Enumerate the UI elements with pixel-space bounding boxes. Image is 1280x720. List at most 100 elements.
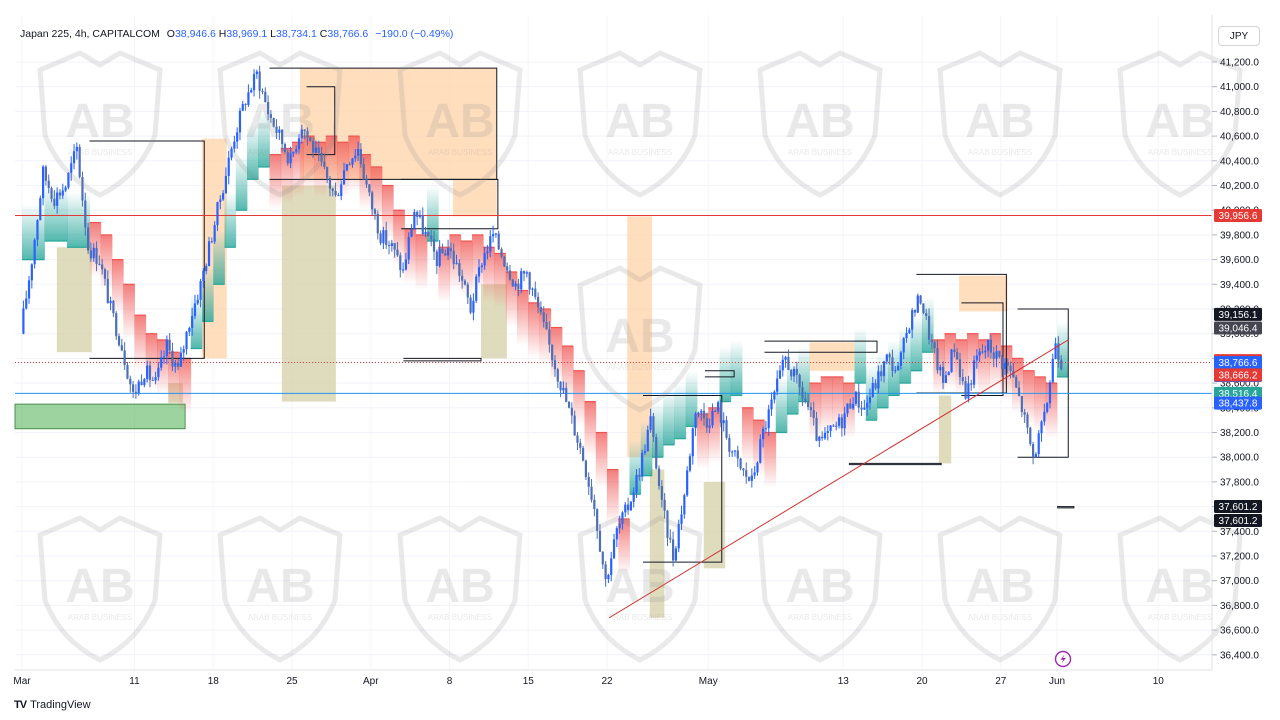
y-tick-label: 36,600.0: [1220, 626, 1259, 637]
trailing-stop-bear: [280, 148, 293, 204]
candle-body: [815, 418, 818, 441]
candle-body: [1015, 376, 1018, 388]
candle-body: [939, 366, 942, 371]
currency-button[interactable]: JPY: [1218, 26, 1260, 46]
candle-body: [258, 71, 261, 91]
candle-body: [770, 399, 773, 410]
symbol-name[interactable]: Japan 225, 4h, CAPITALCOM: [20, 28, 160, 40]
candle-body: [399, 255, 402, 271]
y-tick-label: 37,400.0: [1220, 527, 1259, 538]
watermark-caption: ARAB BUSINESS: [608, 148, 672, 157]
watermark-shield: [1117, 50, 1243, 198]
candle-body: [514, 283, 517, 287]
candle-body: [393, 243, 396, 250]
trailing-stop-bull: [247, 124, 259, 180]
x-tick-label: 27: [995, 676, 1007, 687]
candle-body: [922, 303, 925, 314]
candle-body: [151, 379, 154, 381]
candle-body: [551, 344, 554, 361]
watermark-shield: [937, 50, 1063, 198]
candle-body: [728, 437, 731, 452]
candle-body: [986, 339, 990, 351]
candle-body: [795, 368, 798, 375]
candle-body: [314, 147, 318, 153]
candle-body: [649, 416, 652, 430]
candle-body: [1001, 356, 1004, 369]
trailing-stop-bear: [359, 154, 372, 210]
candle-body: [761, 429, 765, 440]
candle-body: [801, 387, 804, 399]
candle-body: [134, 391, 138, 393]
trailing-stop-bull: [730, 340, 743, 396]
candle-body: [601, 551, 604, 565]
candle-body: [472, 300, 475, 313]
candle-body: [680, 514, 683, 524]
trailing-stop-bear: [708, 407, 720, 463]
symbol-legend: Japan 225, 4h, CAPITALCOM O38,946.6 H38,…: [20, 28, 453, 40]
candle-body: [624, 504, 627, 513]
candle-body: [874, 383, 877, 389]
candle-body: [972, 360, 976, 385]
candle-body: [309, 137, 312, 142]
candle-body: [219, 199, 222, 202]
candle-body: [401, 269, 405, 271]
trailing-stop-bull: [258, 111, 270, 167]
candle-body: [47, 180, 50, 189]
candle-body: [798, 374, 801, 388]
y-tick-label: 39,600.0: [1220, 255, 1259, 266]
watermark-shield: [37, 50, 163, 198]
candle-body: [196, 299, 199, 304]
candle-body: [345, 164, 348, 171]
candle-body: [95, 247, 98, 264]
candle-body: [936, 348, 939, 371]
trailing-stop-bear: [550, 327, 563, 383]
candle-body: [461, 275, 464, 281]
trailing-stop-bear: [528, 302, 540, 358]
candle-body: [207, 241, 211, 267]
candle-body: [736, 450, 739, 459]
trailing-stop-bear: [269, 154, 282, 210]
candle-body: [50, 188, 53, 199]
candle-body: [491, 234, 495, 237]
candle-body: [300, 129, 303, 139]
candle-body: [221, 193, 225, 200]
candle-body: [536, 296, 540, 308]
price-tag-label: 37,601.2: [1219, 502, 1258, 513]
time-axis[interactable]: Mar 11 18 25 Apr 8 15 22 May 13 20 27 Jun 10: [13, 676, 1164, 687]
candle-body: [283, 144, 287, 153]
candle-body: [784, 356, 787, 360]
candle-body: [562, 387, 565, 391]
trailing-stop-bull: [865, 365, 878, 421]
watermark-letters: AB: [605, 95, 674, 148]
watermark-shield: [37, 515, 163, 663]
tradingview-branding[interactable]: TV TradingView: [14, 699, 91, 711]
candle-body: [168, 339, 171, 351]
candle-body: [790, 370, 793, 377]
trailing-stop-bear: [472, 234, 484, 290]
watermark-letters: AB: [965, 95, 1034, 148]
candle-body: [326, 166, 329, 179]
candle-body: [368, 184, 371, 193]
candle-body: [565, 387, 568, 402]
trailing-stop-bear: [100, 234, 113, 290]
candle-body: [179, 352, 183, 367]
watermark-letters: AB: [1145, 95, 1214, 148]
trailing-stop-bear: [809, 383, 822, 439]
candle-body: [356, 149, 360, 156]
candle-body: [804, 398, 807, 402]
trailing-stop-bull: [67, 192, 90, 248]
alert-icon[interactable]: [1054, 650, 1072, 668]
candle-body: [297, 138, 301, 150]
watermark-caption: ARAB BUSINESS: [968, 613, 1032, 622]
watermark-letters: AB: [65, 560, 134, 613]
candle-body: [880, 371, 883, 377]
candle-body: [25, 298, 28, 309]
candle-body: [528, 272, 531, 290]
candle-body: [295, 149, 298, 152]
candle-body: [143, 379, 146, 386]
price-tag: [1214, 307, 1262, 321]
candle-body: [584, 460, 588, 478]
